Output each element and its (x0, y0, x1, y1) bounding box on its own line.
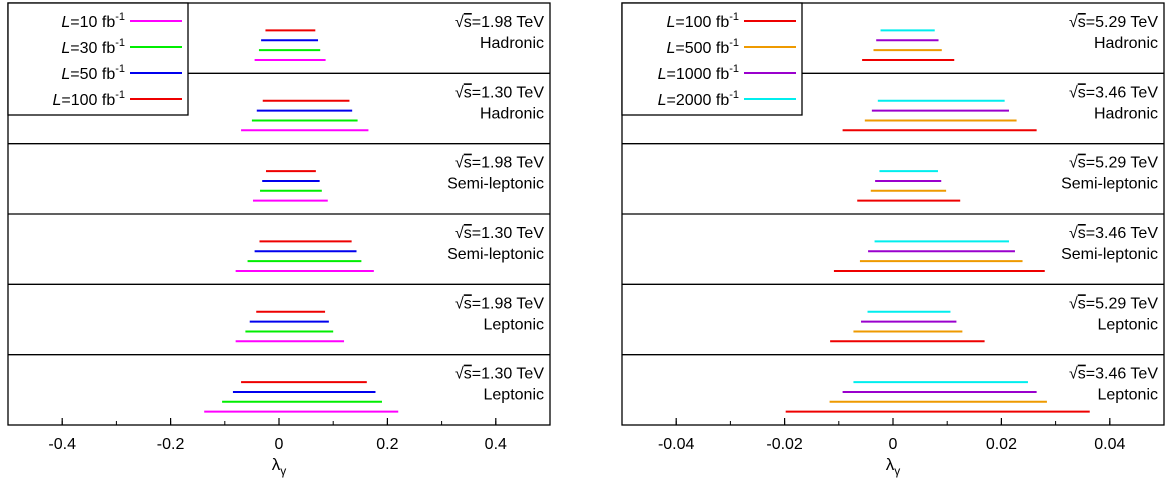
energy-label: √s=1.98 TeV (455, 295, 544, 312)
legend-entry: L=30 fb-1 (61, 37, 182, 57)
panel-5: √s=5.29 TeV Leptonic (830, 295, 1159, 343)
panel-1: √s=5.29 TeV Hadronic (862, 14, 1158, 61)
channel-label: Hadronic (1094, 35, 1158, 52)
energy-label: √s=5.29 TeV (1069, 295, 1158, 312)
channel-label: Leptonic (1098, 387, 1159, 404)
panel-3: √s=1.98 TeV Semi-leptonic (252, 155, 544, 202)
legend-entry: L=2000 fb-1 (658, 89, 796, 109)
panel-4: √s=1.30 TeV Semi-leptonic (235, 225, 544, 272)
x-axis-label: λγ (886, 455, 901, 478)
x-tick-label: 0.2 (376, 436, 398, 453)
energy-label: √s=1.98 TeV (455, 155, 544, 172)
energy-label: √s=1.30 TeV (455, 225, 544, 242)
legend-label: L=100 fb-1 (666, 11, 739, 31)
panel-2: √s=1.30 TeV Hadronic (241, 84, 544, 132)
legend: L=10 fb-1 L=30 fb-1 L=50 fb-1 L=100 fb-1 (7, 2, 189, 116)
legend-entry: L=100 fb-1 (52, 89, 182, 109)
x-tick-label: 0 (275, 436, 284, 453)
legend-label: L=500 fb-1 (666, 37, 739, 57)
x-axis: -0.4 -0.2 0 0.2 0.4 (48, 418, 507, 453)
legend-entry: L=50 fb-1 (61, 63, 182, 83)
x-axis: -0.04 -0.02 0 0.02 0.04 (658, 418, 1125, 453)
legend-label: L=100 fb-1 (52, 89, 125, 109)
channel-label: Semi-leptonic (1061, 246, 1158, 263)
energy-label: √s=5.29 TeV (1069, 155, 1158, 172)
energy-label: √s=3.46 TeV (1069, 366, 1158, 383)
channel-label: Leptonic (1098, 316, 1159, 333)
panel-4: √s=3.46 TeV Semi-leptonic (833, 225, 1158, 272)
panel-6: √s=3.46 TeV Leptonic (785, 366, 1159, 413)
channel-label: Semi-leptonic (447, 176, 544, 193)
legend-label: L=10 fb-1 (61, 11, 125, 31)
legend-entry: L=500 fb-1 (666, 37, 796, 57)
channel-label: Hadronic (480, 105, 544, 122)
legend-label: L=50 fb-1 (61, 63, 125, 83)
energy-label: √s=5.29 TeV (1069, 14, 1158, 31)
energy-label: √s=1.98 TeV (455, 14, 544, 31)
x-tick-label: 0.4 (485, 436, 507, 453)
energy-label: √s=1.30 TeV (455, 366, 544, 383)
legend-label: L=2000 fb-1 (658, 89, 739, 109)
legend-entry: L=100 fb-1 (666, 11, 796, 31)
panel-3: √s=5.29 TeV Semi-leptonic (857, 155, 1158, 202)
x-tick-label: 0.04 (1094, 436, 1125, 453)
energy-label: √s=3.46 TeV (1069, 225, 1158, 242)
x-tick-label: -0.04 (658, 436, 695, 453)
x-tick-label: -0.2 (157, 436, 185, 453)
legend-entry: L=1000 fb-1 (658, 63, 796, 83)
x-tick-label: 0.02 (986, 436, 1017, 453)
energy-label: √s=1.30 TeV (455, 84, 544, 101)
channel-label: Hadronic (480, 35, 544, 52)
legend-label: L=30 fb-1 (61, 37, 125, 57)
x-tick-label: -0.4 (48, 436, 76, 453)
energy-label: √s=3.46 TeV (1069, 84, 1158, 101)
legend-entry: L=10 fb-1 (61, 11, 182, 31)
x-axis-label: λγ (272, 455, 287, 478)
channel-label: Hadronic (1094, 105, 1158, 122)
channel-label: Semi-leptonic (447, 246, 544, 263)
legend: L=100 fb-1 L=500 fb-1 L=1000 fb-1 L=2000 fb… (621, 2, 803, 116)
legend-label: L=1000 fb-1 (658, 63, 739, 83)
panel-2: √s=3.46 TeV Hadronic (842, 84, 1158, 132)
panel-1: √s=1.98 TeV Hadronic (254, 14, 544, 61)
x-tick-label: -0.02 (766, 436, 803, 453)
channel-label: Leptonic (484, 387, 545, 404)
panel-6: √s=1.30 TeV Leptonic (204, 366, 545, 413)
channel-label: Leptonic (484, 316, 545, 333)
channel-label: Semi-leptonic (1061, 176, 1158, 193)
x-tick-label: 0 (889, 436, 898, 453)
panel-5: √s=1.98 TeV Leptonic (235, 295, 545, 343)
